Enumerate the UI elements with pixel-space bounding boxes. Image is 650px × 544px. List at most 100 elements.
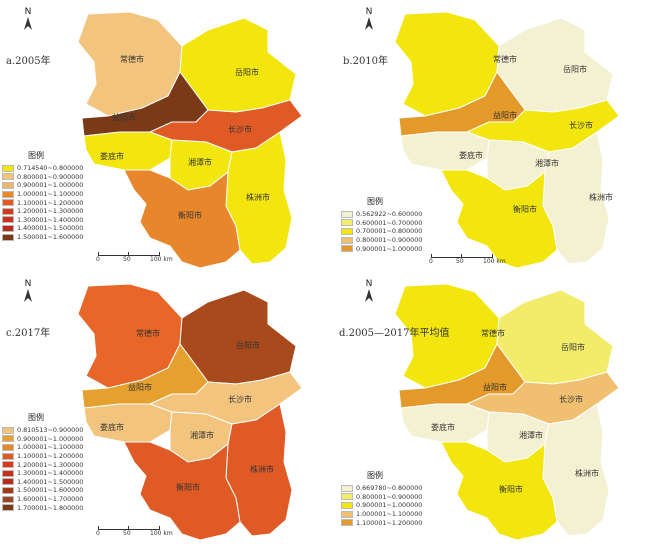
region-label-hengyang: 衡阳市 xyxy=(513,204,537,214)
region-label-changde: 常德市 xyxy=(493,54,517,64)
legend-label: 0.600001~0.700000 xyxy=(356,218,423,227)
legend-item: 1.400001~1.500000 xyxy=(2,224,83,233)
legend-swatch xyxy=(341,510,353,518)
region-label-yueyang: 岳阳市 xyxy=(235,67,259,77)
region-label-loudi: 娄底市 xyxy=(431,422,455,432)
region-label-changsha: 长沙市 xyxy=(559,394,583,404)
legend-label: 1.500001~1.600000 xyxy=(17,233,84,242)
region-hengyang xyxy=(440,169,558,269)
legend-label: 0.669780~0.800000 xyxy=(356,484,423,493)
legend-swatch xyxy=(2,452,14,460)
north-arrow-icon: N xyxy=(359,280,379,304)
region-loudi xyxy=(83,403,173,443)
legend-item: 0.714540~0.800000 xyxy=(2,164,83,173)
region-labels: 常德市 岳阳市 益阳市 长沙市 娄底市 湘潭市 株洲市 衡阳市 xyxy=(100,328,274,492)
region-map: 常德市 岳阳市 益阳市 长沙市 娄底市 湘潭市 株洲市 衡阳市 xyxy=(77,11,303,269)
legend-swatch xyxy=(341,484,353,492)
legend-item: 1.100001~1.200000 xyxy=(2,198,83,207)
region-labels: 常德市 岳阳市 益阳市 长沙市 娄底市 湘潭市 株洲市 衡阳市 xyxy=(459,54,613,214)
legend-label: 1.100001~1.200000 xyxy=(17,198,84,207)
legend-item: 0.562922~0.600000 xyxy=(341,210,422,219)
legend-label: 1.100001~1.200000 xyxy=(17,452,84,461)
legend-swatch xyxy=(2,164,14,172)
legend-label: 0.800001~0.900000 xyxy=(17,172,84,181)
legend-swatch xyxy=(2,486,14,494)
legend-label: 0.900001~1.000000 xyxy=(356,244,423,253)
region-label-changsha: 长沙市 xyxy=(228,124,252,134)
region-label-changsha: 长沙市 xyxy=(228,394,252,404)
legend-label: 1.300001~1.400000 xyxy=(17,215,84,224)
region-label-yiyang: 益阳市 xyxy=(493,110,517,120)
region-label-zhuzhou: 株洲市 xyxy=(575,468,599,478)
legend-swatch xyxy=(2,504,14,512)
region-label-yiyang: 益阳市 xyxy=(483,382,507,392)
legend-item: 1.000001~1.100000 xyxy=(2,443,83,452)
region-hengyang xyxy=(123,441,241,541)
map-panel-c: 常德市 岳阳市 益阳市 长沙市 娄底市 湘潭市 株洲市 衡阳市 c.2017年 … xyxy=(0,272,325,544)
region-label-yueyang: 岳阳市 xyxy=(563,64,587,74)
legend-item: 0.810513~0.900000 xyxy=(2,426,83,435)
legend: 图例 0.562922~0.600000 0.600001~0.700000 0.7… xyxy=(341,196,422,253)
region-label-changde: 常德市 xyxy=(136,328,160,338)
legend-item: 0.669780~0.800000 xyxy=(341,484,422,493)
legend-item: 1.100001~1.200000 xyxy=(341,518,422,527)
legend-item: 0.900001~1.000000 xyxy=(341,244,422,253)
scale-bar: 0 50 100 km xyxy=(96,252,178,266)
north-arrow-icon: N xyxy=(359,8,379,32)
legend-label: 0.714540~0.800000 xyxy=(17,164,84,173)
legend-item: 1.200001~1.300000 xyxy=(2,207,83,216)
legend-item: 1.700001~1.800000 xyxy=(2,503,83,512)
region-label-zhuzhou: 株洲市 xyxy=(589,192,613,202)
legend-swatch xyxy=(2,461,14,469)
legend-swatch xyxy=(2,173,14,181)
legend-swatch xyxy=(2,469,14,477)
legend-item: 1.500001~1.600000 xyxy=(2,486,83,495)
legend-swatch xyxy=(341,493,353,501)
region-map: 常德市 岳阳市 益阳市 长沙市 娄底市 湘潭市 株洲市 衡阳市 xyxy=(77,283,303,541)
region-map: 常德市 岳阳市 益阳市 长沙市 娄底市 湘潭市 株洲市 衡阳市 xyxy=(394,11,620,269)
legend-swatch xyxy=(2,443,14,451)
legend-swatch xyxy=(2,495,14,503)
region-label-changde: 常德市 xyxy=(120,54,144,64)
north-arrow-icon: N xyxy=(18,8,38,32)
scale-bar: 0 50 100 km xyxy=(429,254,511,268)
legend-item: 0.900001~1.000000 xyxy=(341,501,422,510)
region-loudi xyxy=(400,131,490,171)
scale-label-0: 0 xyxy=(96,530,100,537)
scale-label-50: 50 xyxy=(123,256,131,263)
legend-label: 1.000001~1.100000 xyxy=(17,443,84,452)
legend-item: 0.800001~0.900000 xyxy=(2,173,83,182)
legend-label: 0.900001~1.000000 xyxy=(17,181,84,190)
legend-label: 0.700001~0.800000 xyxy=(356,227,423,236)
legend-item: 1.300001~1.400000 xyxy=(2,216,83,225)
region-label-yiyang: 益阳市 xyxy=(128,382,152,392)
scale-label-50: 50 xyxy=(456,258,464,265)
legend-item: 1.400001~1.500000 xyxy=(2,478,83,487)
region-loudi xyxy=(400,403,490,443)
legend-item: 1.300001~1.400000 xyxy=(2,469,83,478)
legend-label: 1.400001~1.500000 xyxy=(17,224,84,233)
region-hengyang xyxy=(123,169,241,269)
region-label-yiyang: 益阳市 xyxy=(112,112,136,122)
map-panel-b: 常德市 岳阳市 益阳市 长沙市 娄底市 湘潭市 株洲市 衡阳市 b.2010年 … xyxy=(325,0,650,272)
legend-item: 0.800001~0.900000 xyxy=(341,493,422,502)
legend-item: 1.600001~1.700000 xyxy=(2,495,83,504)
legend-label: 1.200001~1.300000 xyxy=(17,207,84,216)
scale-label-0: 0 xyxy=(429,258,433,265)
region-label-yueyang: 岳阳市 xyxy=(561,342,585,352)
legend-label: 0.900001~1.000000 xyxy=(17,434,84,443)
legend-swatch xyxy=(2,216,14,224)
legend-swatch xyxy=(341,227,353,235)
legend-swatch xyxy=(2,233,14,241)
region-loudi xyxy=(83,131,173,171)
legend-swatch xyxy=(341,519,353,527)
legend-swatch xyxy=(2,224,14,232)
legend-label: 0.562922~0.600000 xyxy=(356,210,423,219)
region-label-zhuzhou: 株洲市 xyxy=(250,464,274,474)
legend-label: 1.400001~1.500000 xyxy=(17,477,84,486)
legend: 图例 0.669780~0.800000 0.800001~0.900000 0.9… xyxy=(341,470,422,527)
panel-title: c.2017年 xyxy=(6,328,51,339)
legend-swatch xyxy=(2,190,14,198)
legend-item: 0.900001~1.000000 xyxy=(2,181,83,190)
legend-swatch xyxy=(2,207,14,215)
